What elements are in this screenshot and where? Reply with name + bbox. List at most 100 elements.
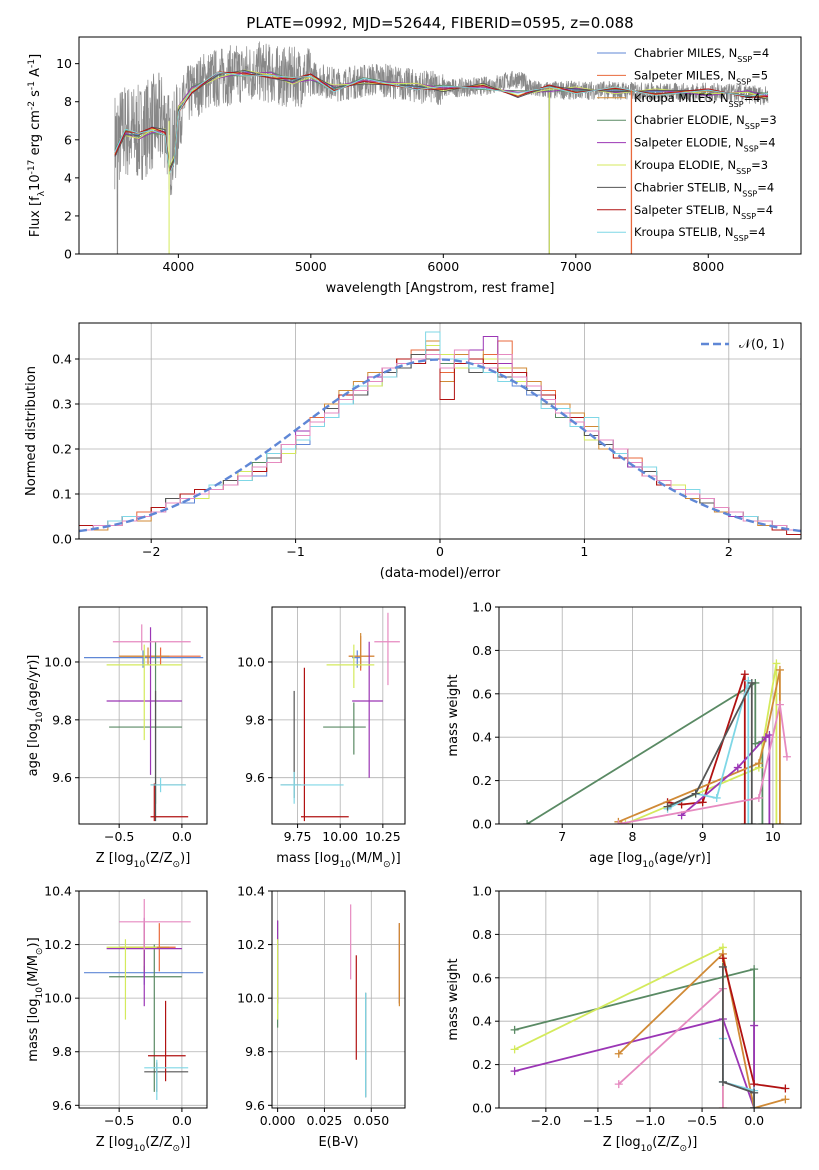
x-tick-label: 10.00 xyxy=(322,829,358,844)
legend-tail: =3 xyxy=(751,158,768,172)
legend-text: Kroupa MILES, N xyxy=(634,91,729,105)
observed-spectrum xyxy=(114,41,769,254)
y-tick-label: 0.8 xyxy=(472,927,492,942)
x-tick-label: 0.0 xyxy=(172,829,192,844)
plot-content xyxy=(84,899,204,1100)
weight-line-series-7 xyxy=(667,682,753,824)
legend-tail: =3 xyxy=(760,113,777,127)
legend-text: Chabrier ELODIE, N xyxy=(634,113,745,127)
y-tick-label: 0.4 xyxy=(52,352,72,367)
x-tick-label: −1.0 xyxy=(635,1113,665,1128)
label-part: 10 xyxy=(134,860,146,870)
x-tick-label: 2 xyxy=(725,544,733,559)
weight-line-series-10 xyxy=(618,704,788,824)
weight-marker-series-10 xyxy=(775,700,784,709)
label-part: mass weight xyxy=(446,958,461,1040)
weight-marker-series-3 xyxy=(754,759,763,768)
weight-marker-series-8 xyxy=(698,798,707,807)
weight-marker-series-5 xyxy=(765,731,774,740)
panel-6: −0.5 0.09.69.810.010.210.4Z [log10(Z/Z⊙)]… xyxy=(26,884,208,1154)
legend-label-5: Salpeter ELODIE, NSSP=4 xyxy=(634,136,776,154)
x-tick-label: −1.5 xyxy=(583,1113,613,1128)
legend-label-2: Salpeter MILES, NSSP=5 xyxy=(634,68,768,86)
weight-marker-series-7 xyxy=(691,789,700,798)
y-tick-label: 0.0 xyxy=(472,817,492,832)
label-part: (M/M xyxy=(26,955,41,987)
figure-title: PLATE=0992, MJD=52644, FIBERID=0595, z=0… xyxy=(246,14,633,32)
legend-label-9: Kroupa STELIB, NSSP=4 xyxy=(634,225,765,243)
legend-text: Salpeter ELODIE, N xyxy=(634,136,744,150)
weight-marker-series-10 xyxy=(754,793,763,802)
weight-marker-series-8 xyxy=(740,670,749,679)
label-part: Z [log xyxy=(603,1135,641,1150)
x-tick-label: 0.025 xyxy=(307,1113,343,1128)
y-tick-label: 9.8 xyxy=(245,1044,265,1059)
y-tick-label: 10.2 xyxy=(237,937,265,952)
legend-sub: SSP xyxy=(744,144,759,153)
label-part: ⊙ xyxy=(173,860,181,870)
weight-marker-series-4 xyxy=(758,820,767,824)
y-tick-label: 8 xyxy=(64,94,72,109)
label-part: Z [log xyxy=(96,1135,134,1150)
y-tick-label: 10.0 xyxy=(237,991,265,1006)
x-axis-label: E(B-V) xyxy=(318,1135,358,1150)
label-part: -2 xyxy=(27,101,37,110)
x-tick-label: 10.25 xyxy=(365,829,401,844)
y-tick-label: 0.6 xyxy=(472,686,492,701)
y-tick-label: 10.0 xyxy=(44,654,72,669)
x-tick-label: 9 xyxy=(699,829,707,844)
weight-marker-series-7 xyxy=(747,678,756,687)
weight-marker-series-7 xyxy=(750,1088,759,1097)
y-tick-label: 0.3 xyxy=(52,397,72,412)
weight-marker-series-5 xyxy=(733,763,742,772)
legend-sub: SSP xyxy=(742,189,757,198)
y-tick-label: 9.6 xyxy=(245,1098,265,1113)
x-axis-label: age [log10(age/yr)] xyxy=(589,851,711,870)
y-tick-label: 0.4 xyxy=(472,1014,492,1029)
axes-frame xyxy=(498,606,802,825)
x-tick-label: 0.050 xyxy=(353,1113,389,1128)
y-tick-label: 0.8 xyxy=(472,643,492,658)
label-part: (data-model)/error xyxy=(380,566,501,581)
label-part: Flux [f xyxy=(28,196,43,237)
legend-label-gaussian: 𝒩(0, 1) xyxy=(739,336,785,351)
y-tick-label: 10.0 xyxy=(237,654,265,669)
legend-sub: SSP xyxy=(737,55,752,64)
legend-label-4: Chabrier ELODIE, NSSP=3 xyxy=(634,113,777,131)
weight-marker-series-3 xyxy=(775,665,784,674)
y-axis-label: age [log10(age/yr)] xyxy=(26,655,45,777)
label-part: 10 xyxy=(134,1144,146,1154)
legend-tail: =4 xyxy=(744,91,761,105)
axes-frame xyxy=(78,36,802,255)
y-tick-label: 0.0 xyxy=(52,532,72,547)
label-part: ⊙ xyxy=(383,860,391,870)
label-part: )] xyxy=(26,937,41,947)
y-tick-label: 0.0 xyxy=(472,1101,492,1116)
legend-tail: =4 xyxy=(749,225,766,239)
weight-marker-series-7 xyxy=(747,820,756,824)
plot-content xyxy=(84,624,204,822)
x-tick-label: 0.0 xyxy=(744,1113,764,1128)
label-part: 10 xyxy=(28,174,43,191)
x-tick-label: 9.75 xyxy=(284,829,312,844)
y-tick-label: 6 xyxy=(64,132,72,147)
label-part: mass weight xyxy=(446,674,461,756)
x-tick-label: 8 xyxy=(628,829,636,844)
label-part: )] xyxy=(180,1135,190,1150)
weight-marker-series-9 xyxy=(744,820,753,824)
label-part: A xyxy=(28,68,43,81)
x-tick-label: 0.000 xyxy=(260,1113,296,1128)
weight-marker-series-6 xyxy=(772,820,781,824)
label-part: )] xyxy=(391,851,401,866)
x-tick-label: 4000 xyxy=(162,259,194,274)
y-tick-label: 0.2 xyxy=(472,1057,492,1072)
weight-marker-series-7 xyxy=(663,802,672,811)
x-tick-label: 0.0 xyxy=(172,1113,192,1128)
label-part: 10 xyxy=(35,711,45,723)
legend-tail: =4 xyxy=(752,46,769,60)
weight-marker-series-8 xyxy=(718,954,727,963)
weight-marker-series-10 xyxy=(782,752,791,761)
